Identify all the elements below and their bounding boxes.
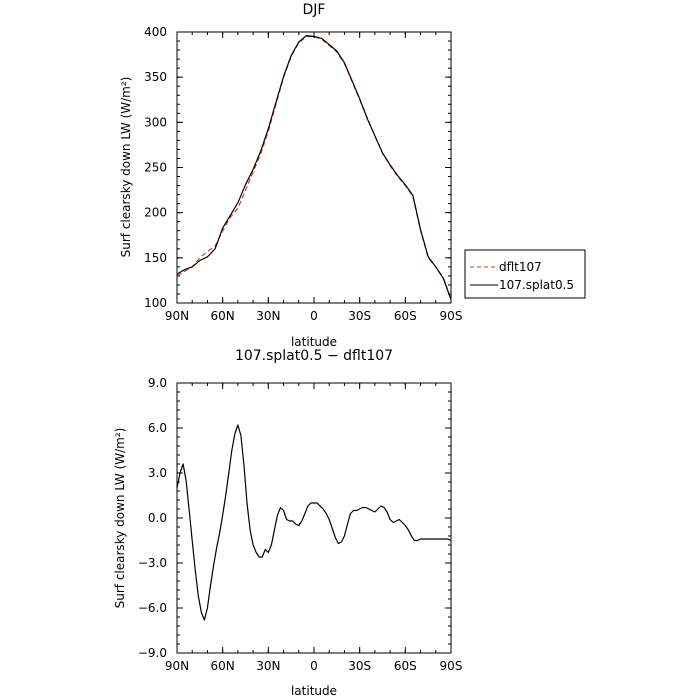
bottom-x-tick-label: 60N xyxy=(211,659,235,673)
top-x-tick-label: 60S xyxy=(394,309,417,323)
bottom-x-axis-label: latitude xyxy=(291,684,337,698)
bottom-x-tick-label: 30N xyxy=(256,659,280,673)
top-plot-frame xyxy=(176,31,452,304)
bottom-series xyxy=(176,424,452,621)
top-panel: DJF 90N 60N 30N 0 30S 60S 90S 100 150 200 250 300 35… xyxy=(119,2,586,349)
top-y-axis-label: Surf clearsky down LW (W/m²) xyxy=(119,77,133,258)
bottom-x-tick-label: 90S xyxy=(440,659,463,673)
bottom-y-axis-label: Surf clearsky down LW (W/m²) xyxy=(113,428,127,609)
legend-box xyxy=(464,249,586,299)
top-y-tick-label: 400 xyxy=(144,25,167,39)
bottom-series-line-difference xyxy=(176,424,452,621)
bottom-y-tick-label: −6.0 xyxy=(138,601,167,615)
top-y-tick-label: 150 xyxy=(144,251,167,265)
bottom-y-tick-label: 9.0 xyxy=(148,376,167,390)
top-x-tick-label: 60N xyxy=(211,309,235,323)
top-y-tick-label: 250 xyxy=(144,161,167,175)
legend: dflt107 107.splat0.5 xyxy=(464,249,586,299)
top-x-axis-label: latitude xyxy=(291,335,337,349)
bottom-chart-title: 107.splat0.5 − dflt107 xyxy=(235,348,393,364)
top-x-tick-label: 90N xyxy=(165,309,189,323)
top-ticks: 90N 60N 30N 0 30S 60S 90S 100 150 200 250 300 350 400 xyxy=(144,25,462,323)
bottom-plot-frame xyxy=(176,382,452,654)
top-y-tick-label: 200 xyxy=(144,206,167,220)
top-x-tick-label: 30S xyxy=(348,309,371,323)
bottom-y-tick-label: 6.0 xyxy=(148,421,167,435)
top-series-line-dflt107 xyxy=(176,35,452,300)
bottom-y-tick-label: −3.0 xyxy=(138,556,167,570)
top-x-tick-label: 0 xyxy=(310,309,318,323)
top-series-line-107-splat0-5 xyxy=(176,34,452,300)
top-series xyxy=(176,34,452,300)
legend-label-dflt107: dflt107 xyxy=(499,260,542,274)
bottom-panel: 107.splat0.5 − dflt107 90N 60N 30N 0 30S 60S 9… xyxy=(113,348,462,698)
top-chart-title: DJF xyxy=(303,2,326,18)
top-y-tick-label: 350 xyxy=(144,70,167,84)
top-y-tick-label: 300 xyxy=(144,115,167,129)
bottom-x-tick-label: 0 xyxy=(310,659,318,673)
bottom-x-tick-label: 30S xyxy=(348,659,371,673)
top-x-tick-label: 30N xyxy=(256,309,280,323)
bottom-y-tick-label: 3.0 xyxy=(148,466,167,480)
bottom-x-tick-label: 60S xyxy=(394,659,417,673)
top-x-tick-label: 90S xyxy=(440,309,463,323)
top-y-tick-label: 100 xyxy=(144,296,167,310)
bottom-ticks: 90N 60N 30N 0 30S 60S 90S −9.0 −6.0 −3.0 0.0 3.0 6.0… xyxy=(138,376,463,673)
bottom-y-tick-label: 0.0 xyxy=(148,511,167,525)
legend-label-107-splat0-5: 107.splat0.5 xyxy=(499,278,574,292)
bottom-x-tick-label: 90N xyxy=(165,659,189,673)
bottom-y-tick-label: −9.0 xyxy=(138,646,167,660)
